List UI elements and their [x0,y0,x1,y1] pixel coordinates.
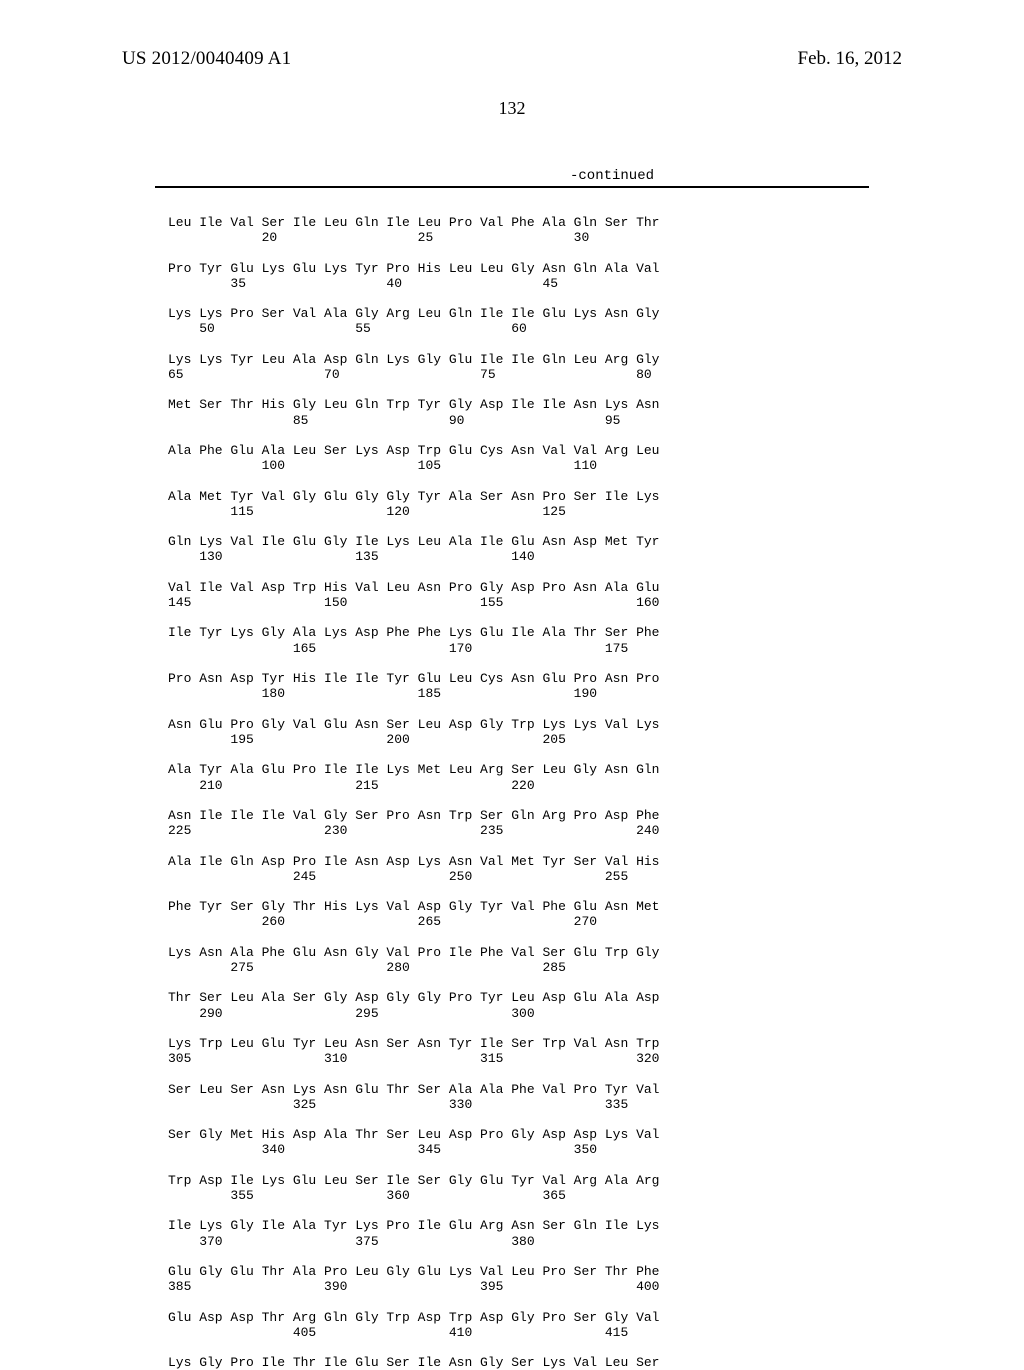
publication-date: Feb. 16, 2012 [798,48,903,70]
publication-number: US 2012/0040409 A1 [122,48,291,70]
continued-label: -continued [155,168,869,186]
sequence-listing: Leu Ile Val Ser Ile Leu Gln Ile Leu Pro … [168,215,659,1370]
continued-rule: -continued [155,168,869,188]
page-number: 132 [0,98,1024,119]
page: US 2012/0040409 A1 Feb. 16, 2012 132 -co… [0,0,1024,1320]
horizontal-rule [155,186,869,188]
